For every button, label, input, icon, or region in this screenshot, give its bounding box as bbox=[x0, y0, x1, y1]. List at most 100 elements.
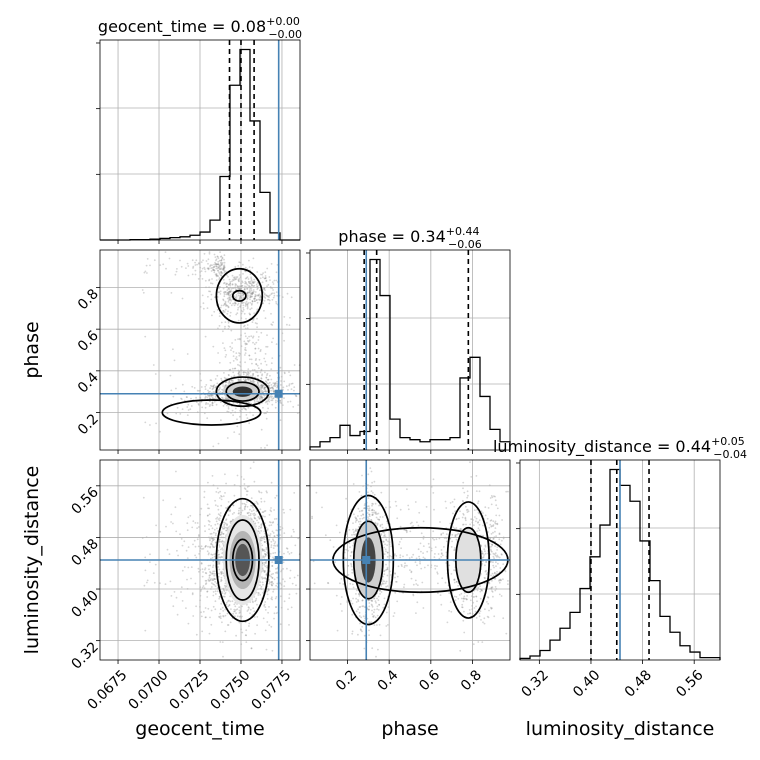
sample-point bbox=[254, 297, 256, 300]
sample-point bbox=[190, 405, 193, 407]
sample-point bbox=[496, 507, 499, 510]
sample-point bbox=[395, 580, 397, 583]
sample-point bbox=[205, 384, 208, 386]
sample-point bbox=[220, 504, 223, 507]
sample-point bbox=[256, 326, 258, 329]
sample-point bbox=[377, 609, 380, 611]
sample-point bbox=[270, 510, 273, 513]
sample-point bbox=[227, 310, 229, 313]
sample-point bbox=[229, 521, 232, 523]
sample-point bbox=[218, 597, 221, 600]
sample-point bbox=[244, 277, 247, 280]
sample-point bbox=[244, 347, 247, 349]
sample-point bbox=[234, 297, 237, 300]
sample-point bbox=[227, 306, 230, 309]
sample-point bbox=[224, 349, 227, 352]
sample-point bbox=[206, 596, 209, 598]
sample-point bbox=[249, 379, 252, 381]
sample-point bbox=[477, 586, 480, 589]
sample-point bbox=[283, 580, 286, 583]
sample-point bbox=[266, 285, 268, 288]
sample-point bbox=[263, 299, 266, 302]
sample-point bbox=[213, 269, 216, 272]
sample-point bbox=[355, 610, 358, 613]
sample-point bbox=[496, 549, 498, 551]
sample-point bbox=[180, 397, 182, 400]
sample-point bbox=[260, 491, 263, 494]
sample-point bbox=[349, 555, 352, 557]
sample-point bbox=[263, 387, 265, 390]
sample-point bbox=[228, 296, 230, 299]
sample-point bbox=[181, 600, 184, 602]
sample-point bbox=[237, 363, 239, 366]
sample-point bbox=[363, 634, 366, 637]
sample-point bbox=[251, 300, 254, 303]
sample-point bbox=[194, 273, 197, 276]
sample-point bbox=[215, 263, 218, 265]
sample-point bbox=[219, 617, 222, 620]
sample-point bbox=[260, 585, 263, 588]
sample-point bbox=[293, 530, 295, 533]
sample-point bbox=[224, 381, 227, 384]
sample-point bbox=[484, 552, 487, 555]
sample-point bbox=[220, 274, 223, 277]
sample-point bbox=[243, 325, 245, 328]
sample-point bbox=[208, 279, 210, 282]
sample-point bbox=[224, 291, 227, 293]
sample-point bbox=[224, 591, 227, 594]
sample-point bbox=[230, 349, 232, 351]
sample-point bbox=[207, 545, 209, 548]
sample-point bbox=[245, 270, 247, 273]
sample-point bbox=[235, 294, 238, 296]
sample-point bbox=[498, 514, 501, 517]
sample-point bbox=[253, 284, 256, 287]
sample-point bbox=[198, 390, 201, 392]
sample-point bbox=[214, 590, 217, 593]
sample-point bbox=[205, 402, 208, 404]
sample-point bbox=[415, 557, 418, 560]
sample-point bbox=[286, 323, 288, 326]
sample-point bbox=[251, 293, 254, 296]
sample-point bbox=[222, 330, 224, 333]
sample-point bbox=[230, 379, 233, 382]
sample-point bbox=[214, 262, 217, 265]
sample-point bbox=[187, 622, 190, 625]
sample-point bbox=[440, 556, 443, 558]
sample-point bbox=[261, 385, 264, 388]
sample-point bbox=[288, 624, 290, 626]
sample-point bbox=[468, 609, 471, 611]
sample-point bbox=[258, 516, 260, 518]
sample-point bbox=[351, 568, 354, 571]
sample-point bbox=[371, 509, 374, 512]
sample-point bbox=[268, 538, 271, 541]
sample-point bbox=[267, 382, 270, 385]
sample-point bbox=[212, 566, 214, 568]
sample-point bbox=[215, 274, 218, 276]
sample-point bbox=[249, 612, 251, 615]
sample-point bbox=[231, 409, 234, 412]
sample-point bbox=[276, 294, 279, 297]
sample-point bbox=[393, 612, 396, 614]
sample-point bbox=[231, 342, 234, 344]
sample-point bbox=[384, 582, 387, 585]
sample-point bbox=[271, 292, 274, 295]
sample-point bbox=[219, 261, 222, 264]
sample-point bbox=[251, 295, 254, 298]
sample-point bbox=[251, 291, 254, 294]
sample-point bbox=[211, 573, 213, 575]
sample-point bbox=[229, 345, 232, 348]
sample-point bbox=[208, 405, 211, 407]
sample-point bbox=[235, 356, 238, 358]
sample-point bbox=[258, 491, 261, 494]
sample-point bbox=[204, 270, 207, 273]
sample-point bbox=[221, 531, 223, 533]
sample-point bbox=[265, 386, 267, 389]
sample-point bbox=[488, 526, 491, 529]
sample-point bbox=[279, 366, 282, 369]
sample-point bbox=[222, 310, 225, 312]
sample-point bbox=[241, 292, 244, 295]
sample-point bbox=[355, 601, 358, 603]
sample-point bbox=[228, 401, 231, 404]
sample-point bbox=[272, 387, 274, 390]
sample-point bbox=[436, 572, 439, 575]
